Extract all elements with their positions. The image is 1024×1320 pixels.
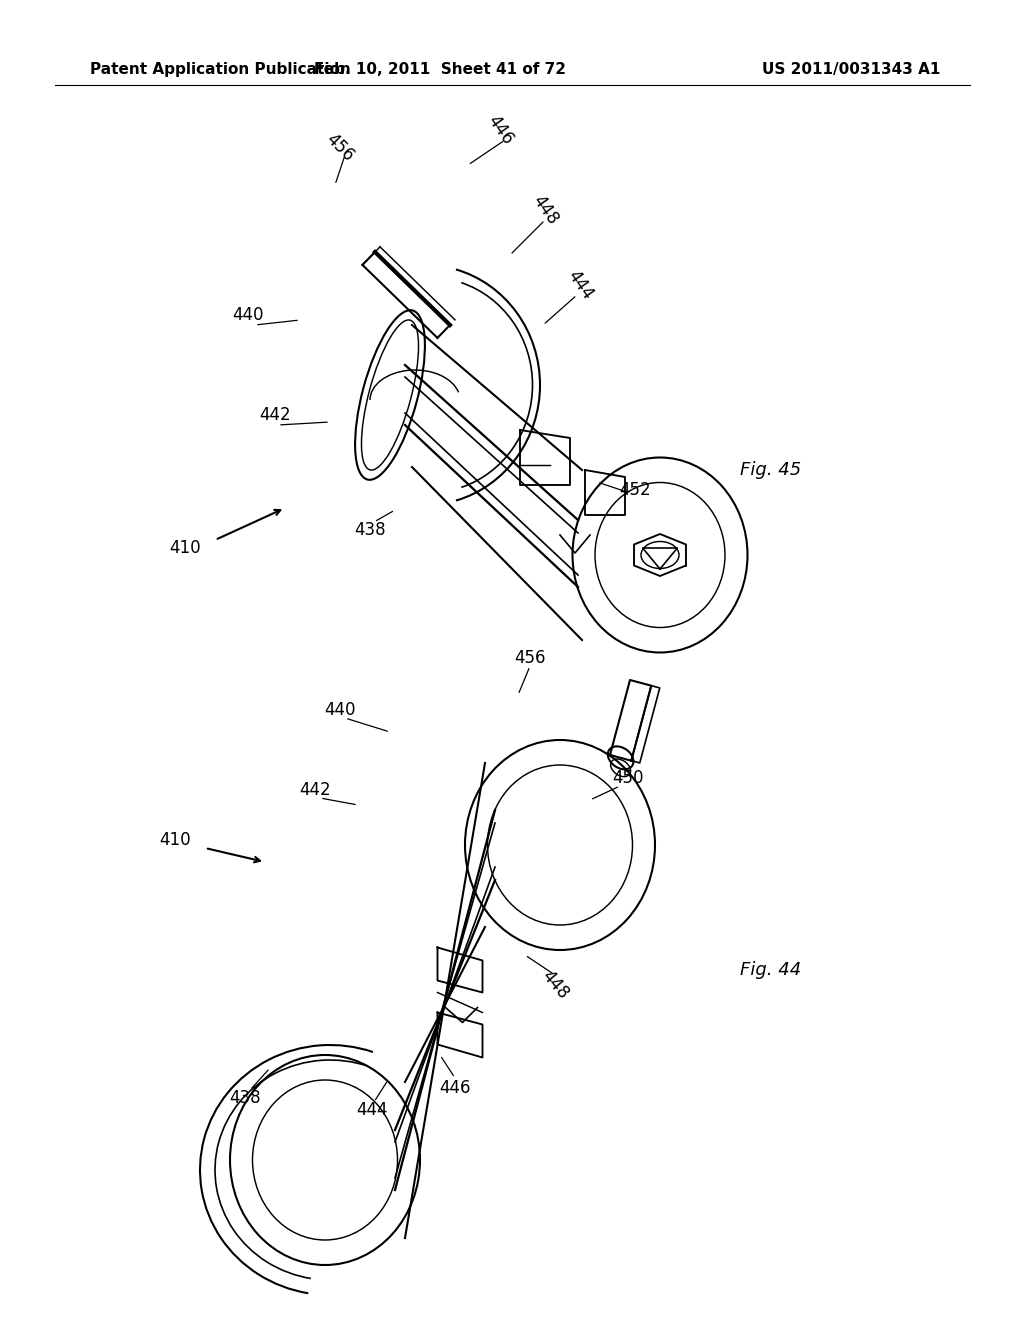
Text: Patent Application Publication: Patent Application Publication — [90, 62, 351, 77]
Text: 456: 456 — [323, 131, 357, 165]
Text: 448: 448 — [538, 968, 572, 1003]
Text: 444: 444 — [563, 267, 596, 304]
Text: 440: 440 — [325, 701, 355, 719]
Text: US 2011/0031343 A1: US 2011/0031343 A1 — [762, 62, 940, 77]
Text: 452: 452 — [620, 480, 651, 499]
Text: Fig. 44: Fig. 44 — [740, 961, 801, 979]
Text: 444: 444 — [356, 1101, 388, 1119]
Text: 438: 438 — [229, 1089, 261, 1107]
Text: Fig. 45: Fig. 45 — [740, 461, 801, 479]
Text: 446: 446 — [439, 1078, 471, 1097]
Text: 410: 410 — [169, 539, 201, 557]
Text: Feb. 10, 2011  Sheet 41 of 72: Feb. 10, 2011 Sheet 41 of 72 — [314, 62, 566, 77]
Text: 410: 410 — [159, 832, 190, 849]
Text: 442: 442 — [259, 407, 291, 424]
Text: 450: 450 — [612, 770, 644, 787]
Text: 438: 438 — [354, 521, 386, 539]
Text: 440: 440 — [232, 306, 264, 323]
Text: 446: 446 — [483, 112, 516, 148]
Text: 456: 456 — [514, 649, 546, 667]
Text: 442: 442 — [299, 781, 331, 799]
Text: 448: 448 — [528, 191, 561, 228]
